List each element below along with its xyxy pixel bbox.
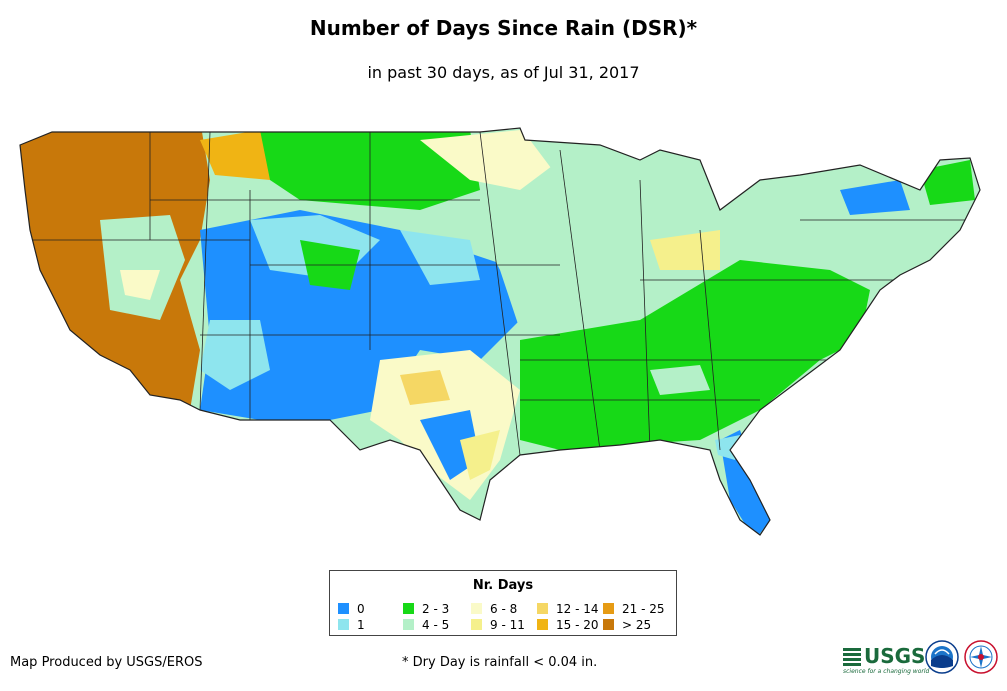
map-svg (19, 127, 981, 536)
map-title: Number of Days Since Rain (DSR)* (309, 16, 698, 40)
map-subtitle: in past 30 days, as of Jul 31, 2017 (367, 63, 640, 82)
legend-swatch-gt25 (603, 619, 614, 630)
legend-item-6-8: 6 - 8 (471, 603, 517, 615)
legend-item-12-14: 12 - 14 (537, 603, 599, 615)
nws-seal-icon (964, 640, 998, 674)
legend: Nr. Days 0 1 2 - 3 4 - 5 6 - 8 9 - 11 12… (329, 570, 677, 636)
dsr-regions (20, 128, 980, 535)
legend-item-gt25: > 25 (603, 619, 651, 631)
legend-swatch-21-25 (603, 603, 614, 614)
dry-day-footnote: * Dry Day is rainfall < 0.04 in. (402, 655, 598, 670)
legend-swatch-2-3 (403, 603, 414, 614)
legend-item-2-3: 2 - 3 (403, 603, 449, 615)
legend-title: Nr. Days (472, 578, 534, 593)
legend-item-1: 1 (338, 619, 365, 631)
legend-swatch-15-20 (537, 619, 548, 630)
usgs-tagline: science for a changing world (843, 668, 930, 675)
usgs-logo-text: USGS (864, 644, 926, 668)
legend-item-4-5: 4 - 5 (403, 619, 449, 631)
noaa-seal-graphic (925, 640, 959, 674)
legend-swatch-1 (338, 619, 349, 630)
legend-item-9-11: 9 - 11 (471, 619, 525, 631)
legend-swatch-4-5 (403, 619, 414, 630)
legend-swatch-6-8 (471, 603, 482, 614)
noaa-seal-icon (925, 640, 959, 674)
legend-item-21-25: 21 - 25 (603, 603, 665, 615)
state-boundaries (20, 131, 980, 456)
nws-seal-graphic (964, 640, 998, 674)
legend-item-15-20: 15 - 20 (537, 619, 599, 631)
legend-swatch-9-11 (471, 619, 482, 630)
legend-swatch-12-14 (537, 603, 548, 614)
map-credit: Map Produced by USGS/EROS (10, 655, 203, 670)
us-dsr-map (0, 120, 1007, 550)
usgs-logo: USGS science for a changing world (843, 642, 929, 675)
usgs-waves-icon (843, 646, 861, 666)
legend-swatch-0 (338, 603, 349, 614)
legend-item-0: 0 (338, 603, 365, 615)
